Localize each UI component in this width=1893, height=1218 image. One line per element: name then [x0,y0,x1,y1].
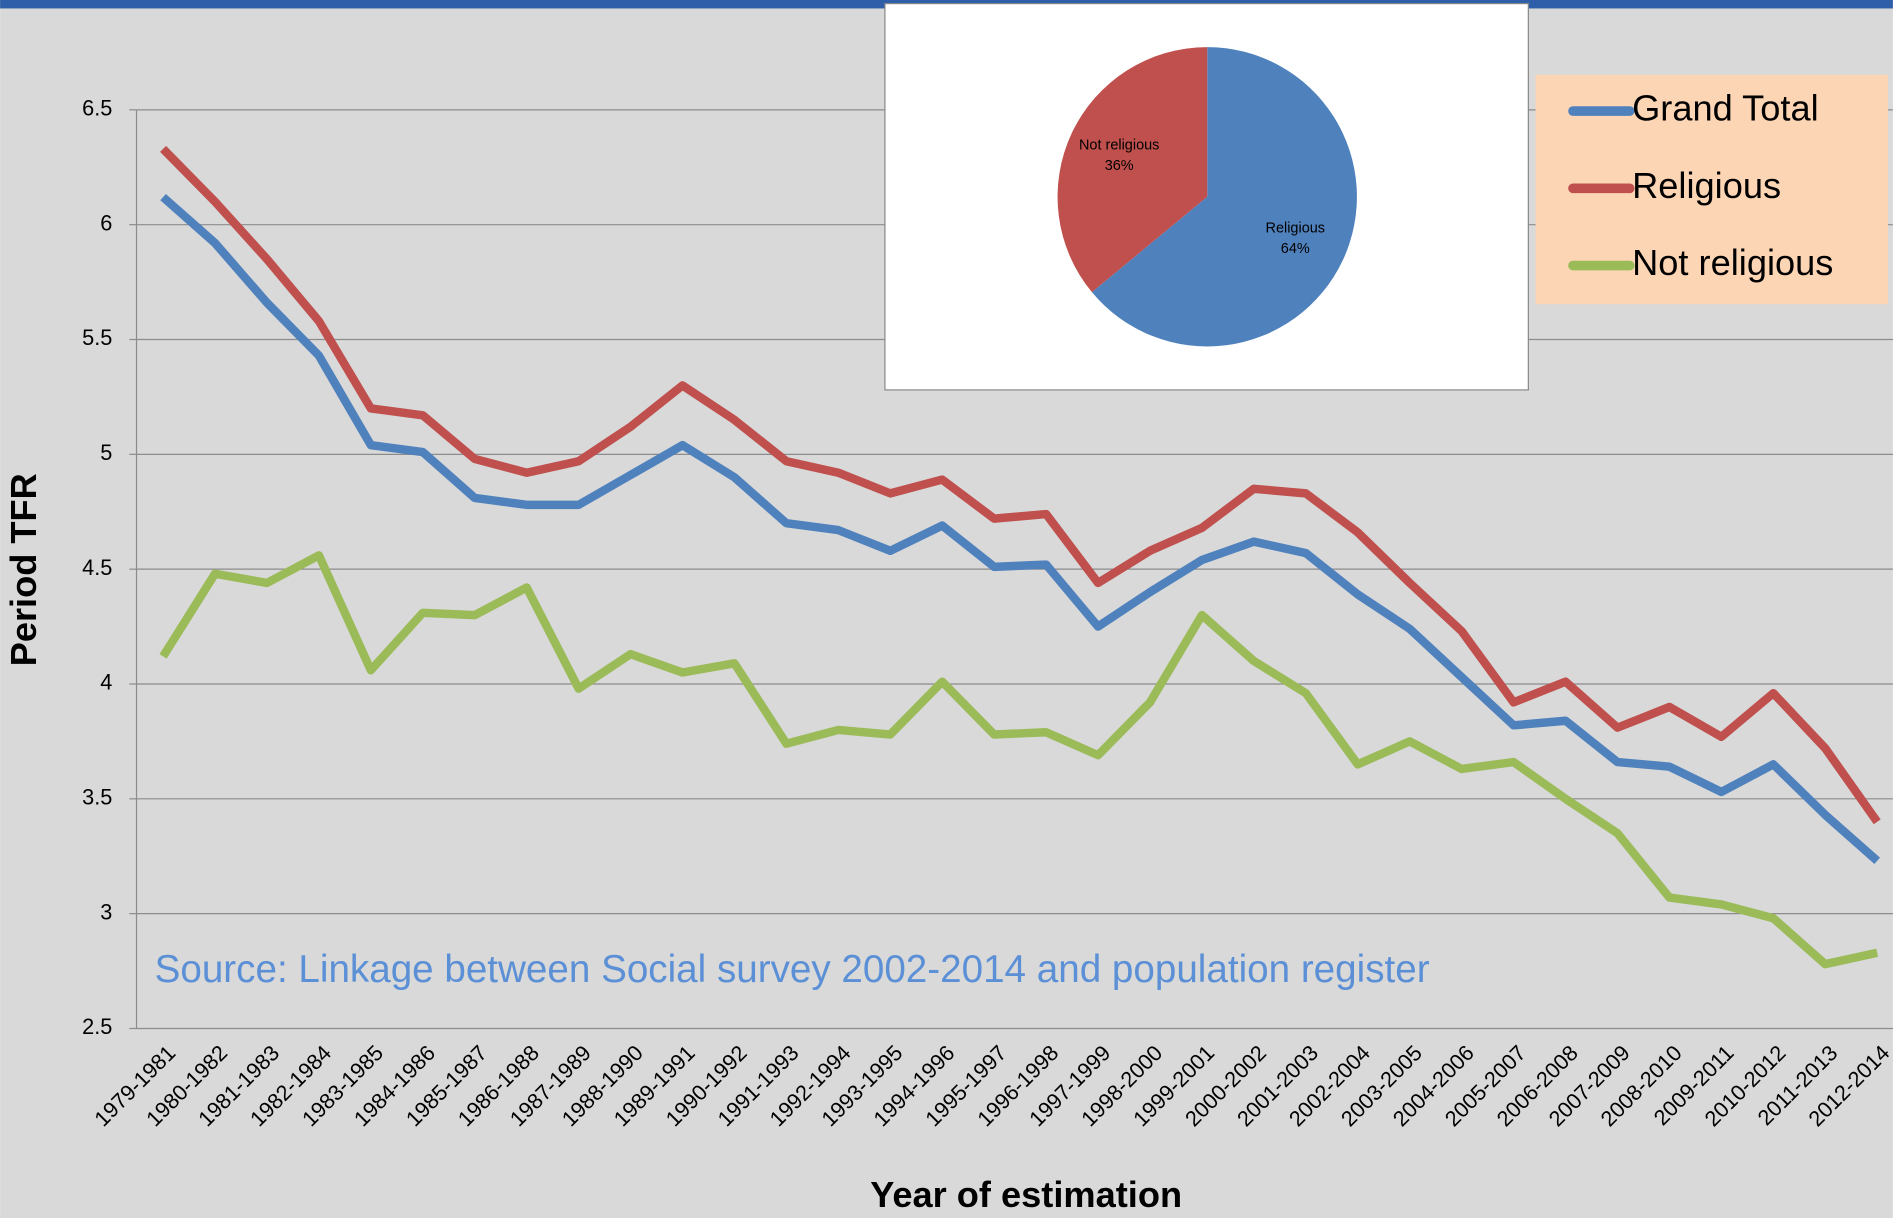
slice-label: Religious [1266,220,1326,236]
y-tick-label: 2.5 [82,1014,112,1039]
y-tick-label: 3.5 [82,785,112,810]
pie-slice [1091,47,1357,347]
y-tick-label: 6 [100,210,112,235]
x-axis-title: Year of estimation [870,1174,1182,1215]
series-line [160,145,1881,825]
source-note: Source: Linkage between Social survey 20… [155,948,1430,991]
legend-label: Not religious [1632,242,1833,283]
pie-chart: Religious 64% Not religious 36% [1057,47,1357,347]
pie-slice [1057,47,1208,293]
y-tick-label: 4.5 [82,555,112,580]
slice-value-label: 36% [1105,158,1134,174]
slice-value-label: 64% [1281,241,1310,257]
legend-label: Grand Total [1632,88,1819,129]
legend: Grand Total Religious Not religious [1568,88,1833,283]
series-line [159,551,1879,969]
y-axis-title: Period TFR [3,473,44,666]
slice-label: Not religious [1079,138,1159,154]
y-tick-label: 6.5 [82,96,112,121]
legend-label: Religious [1632,165,1781,206]
y-tick-label: 4 [100,670,112,695]
y-tick-label: 5.5 [82,325,112,350]
y-tick-label: 5 [100,440,112,465]
y-tick-label: 3 [100,899,112,924]
series-line [160,193,1881,864]
